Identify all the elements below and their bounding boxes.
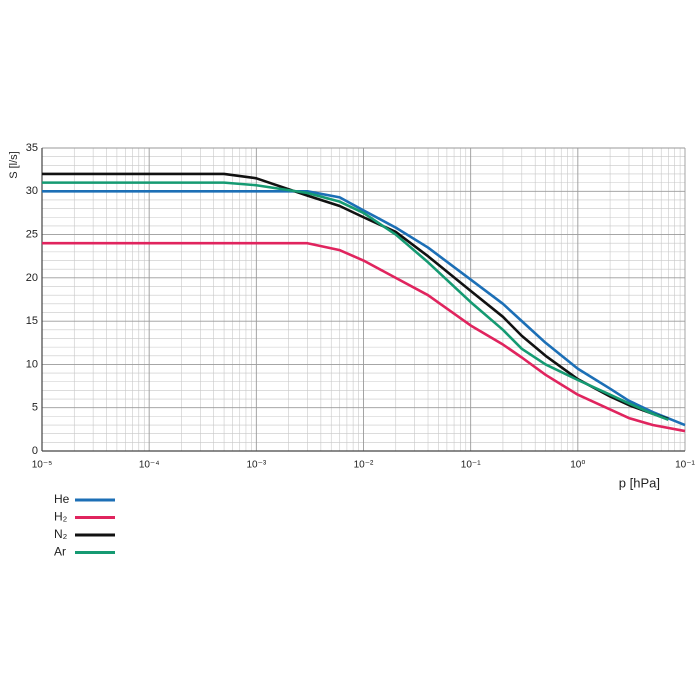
x-tick-label: 10⁻¹ — [675, 460, 695, 471]
series-line — [42, 241, 686, 433]
y-axis-label: S [l/s] — [8, 151, 20, 179]
y-tick-label: 5 — [32, 402, 38, 414]
series-line — [42, 172, 669, 421]
x-tick-label: 10⁻⁵ — [32, 460, 53, 471]
y-tick-label: 35 — [26, 142, 38, 154]
x-axis-label: p [hPa] — [619, 475, 660, 490]
y-tick-label: 15 — [26, 315, 38, 327]
x-tick-label: 10⁻³ — [246, 460, 266, 471]
series-line — [42, 189, 686, 427]
x-tick-label: 10⁰ — [570, 460, 585, 471]
y-tick-label: 0 — [32, 445, 38, 457]
x-tick-label: 10⁻⁴ — [139, 460, 160, 471]
legend-label: H₂ — [54, 510, 68, 524]
x-tick-label: 10⁻² — [354, 460, 374, 471]
x-tick-label: 10⁻¹ — [461, 460, 481, 471]
y-tick-label: 20 — [26, 272, 38, 284]
legend-label: Ar — [54, 545, 66, 559]
legend-label: He — [54, 492, 70, 506]
y-tick-label: 25 — [26, 228, 38, 240]
legend-label: N₂ — [54, 527, 68, 541]
y-tick-label: 30 — [26, 185, 38, 197]
y-tick-label: 10 — [26, 358, 38, 370]
series-line — [42, 181, 669, 422]
